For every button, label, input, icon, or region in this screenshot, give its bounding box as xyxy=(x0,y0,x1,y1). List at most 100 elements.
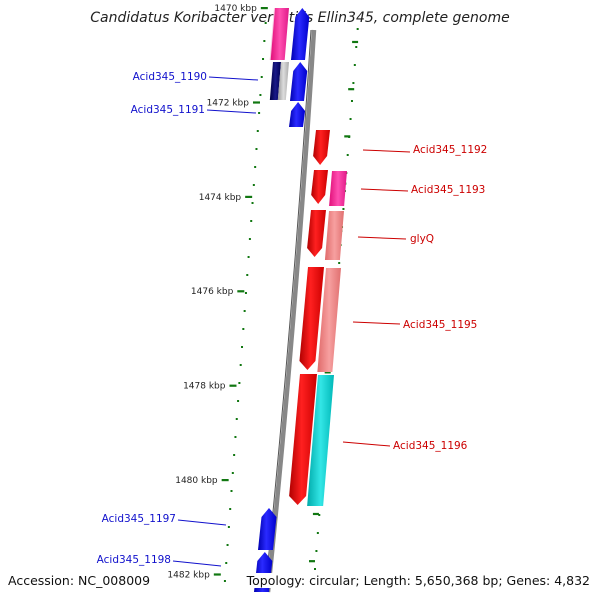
guide-dot xyxy=(256,130,259,132)
guide-dot xyxy=(254,166,257,168)
guide-dot xyxy=(352,82,355,84)
accession-text: Accession: NC_008009 xyxy=(8,573,151,588)
scale-tick-mark xyxy=(245,195,253,198)
minor-tick xyxy=(309,560,316,563)
scale-tick-label: 1482 kbp xyxy=(167,570,210,580)
guide-dot xyxy=(246,274,249,276)
scale-tick-label: 1472 kbp xyxy=(207,98,250,108)
guide-dot xyxy=(318,514,321,516)
scale-tick-label: 1470 kbp xyxy=(214,4,257,14)
cds-arrow-reverse[interactable] xyxy=(290,62,308,101)
topology-text: Topology: circular; Length: 5,650,368 bp… xyxy=(246,573,590,588)
label-leader-line xyxy=(342,441,391,447)
gene-label[interactable]: Acid345_1191 xyxy=(131,104,205,116)
guide-dot xyxy=(262,58,265,60)
cds-arrow-reverse[interactable] xyxy=(258,508,277,550)
cds-arrow-reverse[interactable] xyxy=(289,102,306,127)
guide-dot xyxy=(233,454,236,456)
gene-features xyxy=(254,8,347,592)
minor-tick xyxy=(352,40,359,44)
minor-tick xyxy=(324,371,331,374)
guide-dot xyxy=(243,310,246,312)
guide-dot xyxy=(342,208,345,210)
cds-arrow-forward[interactable] xyxy=(307,210,326,257)
guide-dot xyxy=(346,154,349,156)
scale-tick-mark xyxy=(260,7,268,10)
guide-dot xyxy=(231,472,234,474)
cds-arrow-forward[interactable] xyxy=(313,130,330,165)
gene-label[interactable]: Acid345_1198 xyxy=(97,554,171,566)
guide-dot xyxy=(248,238,251,240)
guide-dot xyxy=(264,22,267,24)
cog-strip xyxy=(269,62,281,100)
scale-tick-mark xyxy=(237,290,245,293)
label-leader-line xyxy=(360,188,409,192)
guide-dot xyxy=(353,64,356,66)
guide-dot xyxy=(226,544,229,546)
gene-label[interactable]: Acid345_1192 xyxy=(413,144,487,156)
guide-dot xyxy=(338,262,341,264)
guide-dot xyxy=(235,418,238,420)
gene-label[interactable]: Acid345_1196 xyxy=(393,440,468,452)
guide-dot xyxy=(350,100,353,102)
scale-tick-mark xyxy=(213,573,221,576)
guide-dot xyxy=(258,112,261,114)
scale-ticks: 1470 kbp 1472 kbp 1474 kbp 1476 kbp 1478 kbp… xyxy=(167,4,359,580)
cog-strip xyxy=(329,171,347,206)
guide-dot xyxy=(250,220,253,222)
guide-dot xyxy=(315,550,318,552)
guide-dot xyxy=(238,382,241,384)
label-leader-line xyxy=(172,560,222,567)
guide-dot xyxy=(239,364,242,366)
guide-dot xyxy=(260,76,263,78)
guide-dot xyxy=(230,490,233,492)
gene-label[interactable]: glyQ xyxy=(410,233,434,245)
guide-dot xyxy=(314,568,317,570)
guide-dot xyxy=(225,562,228,564)
guide-dot xyxy=(234,436,237,438)
scale-tick-label: 1474 kbp xyxy=(199,193,242,203)
guide-dot xyxy=(242,328,245,330)
gene-label[interactable]: Acid345_1190 xyxy=(133,71,207,83)
label-leader-line xyxy=(177,519,227,526)
guide-dot xyxy=(229,508,232,510)
label-leader-line xyxy=(206,109,257,114)
guide-dot xyxy=(263,40,266,42)
guide-dot xyxy=(349,118,352,120)
guide-dot xyxy=(227,526,230,528)
cog-strip xyxy=(277,62,289,100)
scale-tick-label: 1476 kbp xyxy=(191,287,234,297)
cds-arrow-forward[interactable] xyxy=(299,267,324,370)
cog-strip xyxy=(307,375,334,506)
guide-dot xyxy=(244,292,247,294)
guide-dot xyxy=(355,46,358,48)
label-leader-line xyxy=(362,149,411,153)
gene-label[interactable]: Acid345_1195 xyxy=(403,319,477,331)
gene-label[interactable]: Acid345_1193 xyxy=(411,184,485,196)
gene-label[interactable]: Acid345_1197 xyxy=(102,513,176,525)
scale-tick-mark xyxy=(221,479,229,482)
cds-arrow-reverse[interactable] xyxy=(291,8,310,60)
label-leaders xyxy=(172,76,411,567)
scale-tick-mark xyxy=(229,384,237,387)
cog-strip xyxy=(324,211,344,260)
label-leader-line xyxy=(208,76,259,81)
guide-dot xyxy=(223,580,226,582)
guide-dot xyxy=(247,256,250,258)
label-leader-line xyxy=(352,321,401,325)
cog-strip xyxy=(270,8,289,60)
cog-strip xyxy=(317,268,341,372)
minor-tick xyxy=(348,88,355,91)
scale-tick-label: 1480 kbp xyxy=(175,476,218,486)
cds-arrow-forward[interactable] xyxy=(311,170,328,204)
guide-dot xyxy=(241,346,244,348)
guide-dot xyxy=(237,400,240,402)
guide-dot xyxy=(316,532,319,534)
guide-dot xyxy=(259,94,262,96)
guide-dot xyxy=(252,184,255,186)
guide-dot xyxy=(356,28,359,30)
gene-labels: Acid345_1190 Acid345_1191 Acid345_1192 Acid… xyxy=(97,71,488,566)
scale-tick-label: 1478 kbp xyxy=(183,382,226,392)
cds-arrow-forward[interactable] xyxy=(289,374,317,505)
